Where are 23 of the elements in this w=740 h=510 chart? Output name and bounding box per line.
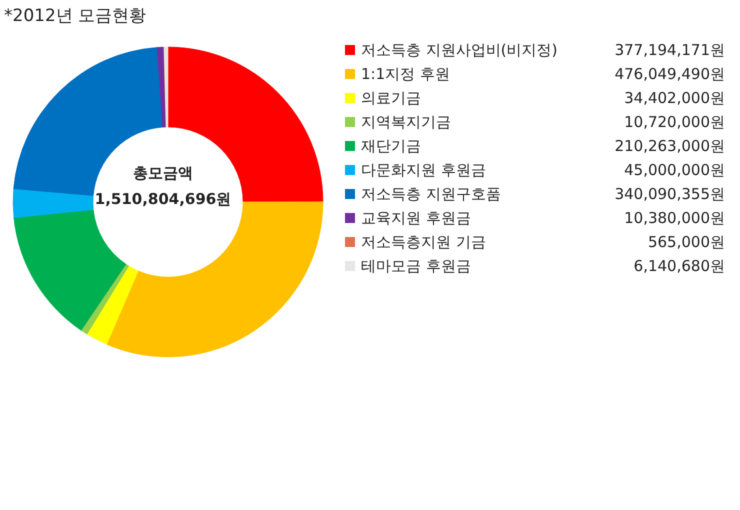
legend-label: 테마모금 후원금: [361, 256, 472, 276]
data-label: 6,140,680원: [634, 256, 725, 276]
data-label: 476,049,490원: [614, 64, 725, 84]
data-label: 10,380,000원: [624, 208, 725, 228]
data-label: 10,720,000원: [624, 112, 725, 132]
legend-label: 의료기금: [361, 88, 422, 108]
data-label: 340,090,355원: [614, 184, 725, 204]
data-label: 210,263,000원: [614, 136, 725, 156]
data-label: 565,000원: [648, 232, 725, 252]
legend-label: 저소득층지원 기금: [361, 232, 487, 252]
data-label: 34,402,000원: [624, 88, 725, 108]
text: 총모금액: [132, 163, 194, 184]
legend-label: 교육지원 후원금: [361, 208, 472, 228]
legend-label: 1:1지정 후원: [361, 64, 451, 84]
legend-label: 저소득층 지원구호품: [361, 184, 502, 204]
legend-label: 지역복지기금: [361, 112, 452, 132]
legend-label: 저소득층 지원사업비(비지정): [361, 40, 558, 60]
data-label: 45,000,000원: [624, 160, 725, 180]
chart-title: *2012년 모금현황: [4, 5, 146, 27]
legend-label: 다문화지원 후원금: [361, 160, 487, 180]
data-label: 377,194,171원: [614, 40, 725, 60]
legend-label: 재단기금: [361, 136, 422, 156]
text: 1,510,804,696원: [94, 189, 232, 210]
